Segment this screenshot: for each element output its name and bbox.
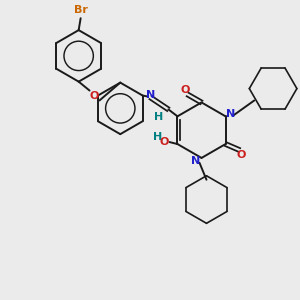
Text: N: N bbox=[226, 109, 235, 119]
Text: O: O bbox=[160, 137, 169, 147]
Text: Br: Br bbox=[74, 5, 88, 15]
Text: O: O bbox=[237, 150, 246, 160]
Text: O: O bbox=[90, 91, 99, 100]
Text: H: H bbox=[154, 112, 163, 122]
Text: H: H bbox=[153, 132, 162, 142]
Text: N: N bbox=[146, 89, 155, 100]
Text: O: O bbox=[181, 85, 190, 94]
Text: N: N bbox=[191, 156, 200, 166]
